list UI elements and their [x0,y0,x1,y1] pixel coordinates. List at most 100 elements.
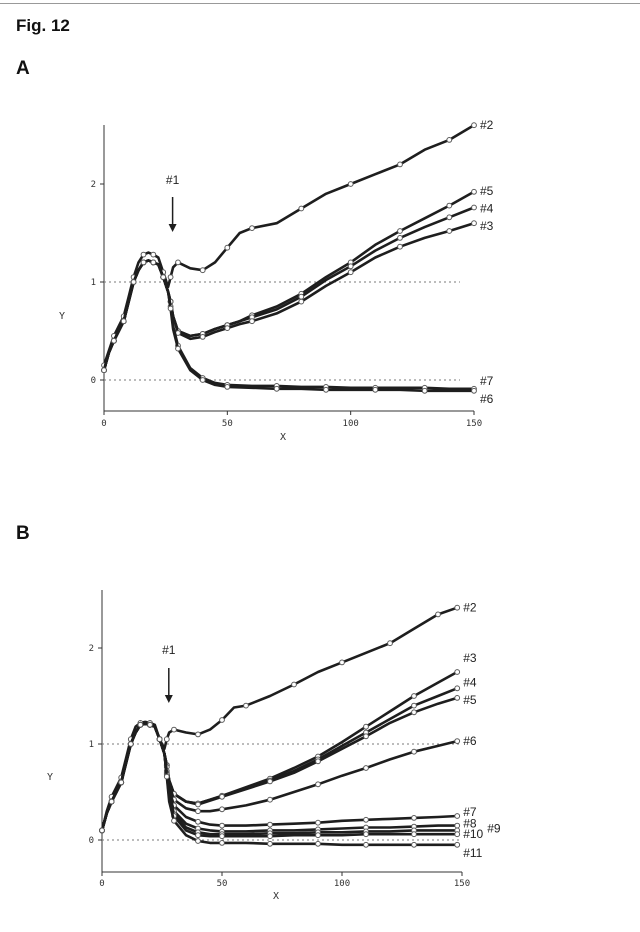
panel-a-series-point-6 [112,338,117,343]
panel-a-series-line-7 [104,260,474,388]
panel-a-x-tick-label: 50 [222,419,233,429]
panel-a-series-point-2 [200,268,205,273]
panel-b-series-point-10 [268,834,273,839]
panel-b-series-point-11 [316,841,321,846]
panel-a-series-line-3 [104,223,474,370]
panel-b-annotation-label: #1 [162,643,176,657]
panel-b-series-point-5 [364,734,369,739]
panel-a-series-point-4 [348,264,353,269]
panel-a-series-point-2 [398,162,403,167]
panel-b-series-point-7 [196,819,201,824]
panel-a-series-point-3 [348,270,353,275]
panel-b-series-point-10 [364,832,369,837]
panel-a-series-point-6 [121,319,126,324]
panel-a-series-point-3 [200,335,205,340]
panel-a-x-tick-label: 0 [101,419,106,429]
panel-a-y-axis-label: Y [59,311,65,322]
panel-a-y-tick-label: 0 [91,376,96,386]
panel-a-series-point-2 [141,252,146,257]
panel-a-series-line-2 [104,125,474,365]
panel-b-series-line-3 [102,672,457,830]
panel-b-series-point-11 [157,737,162,742]
panel-b-series-label-11: #11 [463,846,482,860]
panel-b-series-point-5 [220,794,225,799]
panel-a-series-point-3 [250,319,255,324]
panel-a-y-tick-label: 1 [91,278,96,288]
panel-a-series-point-6 [131,280,136,285]
panel-b-series-label-5: #5 [463,693,477,707]
panel-a-x-axis-label: X [280,432,286,443]
panel-a-series-point-6 [176,346,181,351]
panel-a-series-point-2 [299,206,304,211]
panel-a-series-line-6 [104,260,474,390]
panel-b-series-point-11 [268,841,273,846]
panel-b-series-point-6 [412,749,417,754]
panel-a-series-line-5 [104,192,474,370]
panel-b-x-axis-label: X [273,891,279,902]
panel-a-series-label-2: #2 [480,118,494,132]
panel-a-series-point-2 [168,275,173,280]
panel-a-series-point-6 [274,386,279,391]
panel-a-series-point-6 [200,378,205,383]
panel-a-y-tick-label: 2 [91,180,96,190]
panel-b-series-point-11 [138,722,143,727]
panel-b-series-label-10: #10 [463,827,483,841]
panel-b-annotation-arrowhead [165,695,173,703]
panel-b-y-tick-label: 2 [89,644,94,654]
panel-a-series-label-7: #7 [480,374,494,388]
panel-b-series-point-5 [196,802,201,807]
panel-b-series-point-2 [455,605,460,610]
chart-panel-a: 012050100150XY#2#5#4#3#7#6#1 [0,0,640,470]
panel-a-series-point-6 [324,387,329,392]
panel-b-series-point-6 [455,739,460,744]
panel-b-series-point-3 [455,670,460,675]
panel-a-x-tick-label: 100 [343,419,359,429]
panel-b-series-point-3 [364,724,369,729]
panel-a-series-point-6 [373,387,378,392]
panel-a-series-label-3: #3 [480,219,494,233]
panel-b-series-point-2 [292,682,297,687]
panel-b-series-label-6: #6 [463,734,477,748]
panel-a-series-point-6 [472,388,477,393]
panel-b-y-tick-label: 0 [89,836,94,846]
panel-b-series-point-5 [316,759,321,764]
panel-b-x-tick-label: 0 [99,879,104,889]
panel-a-annotation-label: #1 [166,173,180,187]
panel-a-series-line-4 [104,208,474,371]
panel-b-series-point-11 [364,842,369,847]
panel-a-series-point-6 [102,368,107,373]
panel-b-series-point-11 [196,839,201,844]
panel-a-series-label-4: #4 [480,202,494,216]
chart-panel-b: 012050100150XY#2#3#4#5#6#7#8#9#10#11#1 [0,470,640,932]
panel-a-series-point-2 [348,182,353,187]
panel-b-series-point-11 [109,799,114,804]
panel-b-series-label-9: #9 [487,821,501,835]
panel-b-series-point-3 [412,694,417,699]
panel-a-series-point-6 [225,385,230,390]
panel-b-x-tick-label: 150 [454,879,470,889]
panel-b-series-point-11 [119,780,124,785]
panel-a-series-point-5 [398,229,403,234]
panel-b-series-point-6 [196,809,201,814]
panel-a-series-point-4 [447,215,452,220]
panel-b-series-label-3: #3 [463,651,477,665]
panel-b-series-point-10 [316,833,321,838]
panel-b-series-point-2 [388,641,393,646]
panel-b-series-point-11 [172,818,177,823]
panel-b-x-tick-label: 50 [217,879,228,889]
panel-b-series-point-7 [364,817,369,822]
panel-b-series-point-6 [364,766,369,771]
panel-a-series-point-4 [398,236,403,241]
panel-b-series-point-5 [412,710,417,715]
panel-b-series-point-2 [220,718,225,723]
panel-a-series-point-2 [250,226,255,231]
panel-b-series-point-2 [244,703,249,708]
panel-b-series-point-11 [148,722,153,727]
panel-b-series-point-11 [455,842,460,847]
panel-a-series-point-6 [161,275,166,280]
panel-b-y-tick-label: 1 [89,740,94,750]
panel-a-series-point-6 [168,306,173,311]
panel-a-series-point-5 [447,203,452,208]
panel-b-series-point-4 [412,703,417,708]
panel-b-series-point-10 [412,832,417,837]
